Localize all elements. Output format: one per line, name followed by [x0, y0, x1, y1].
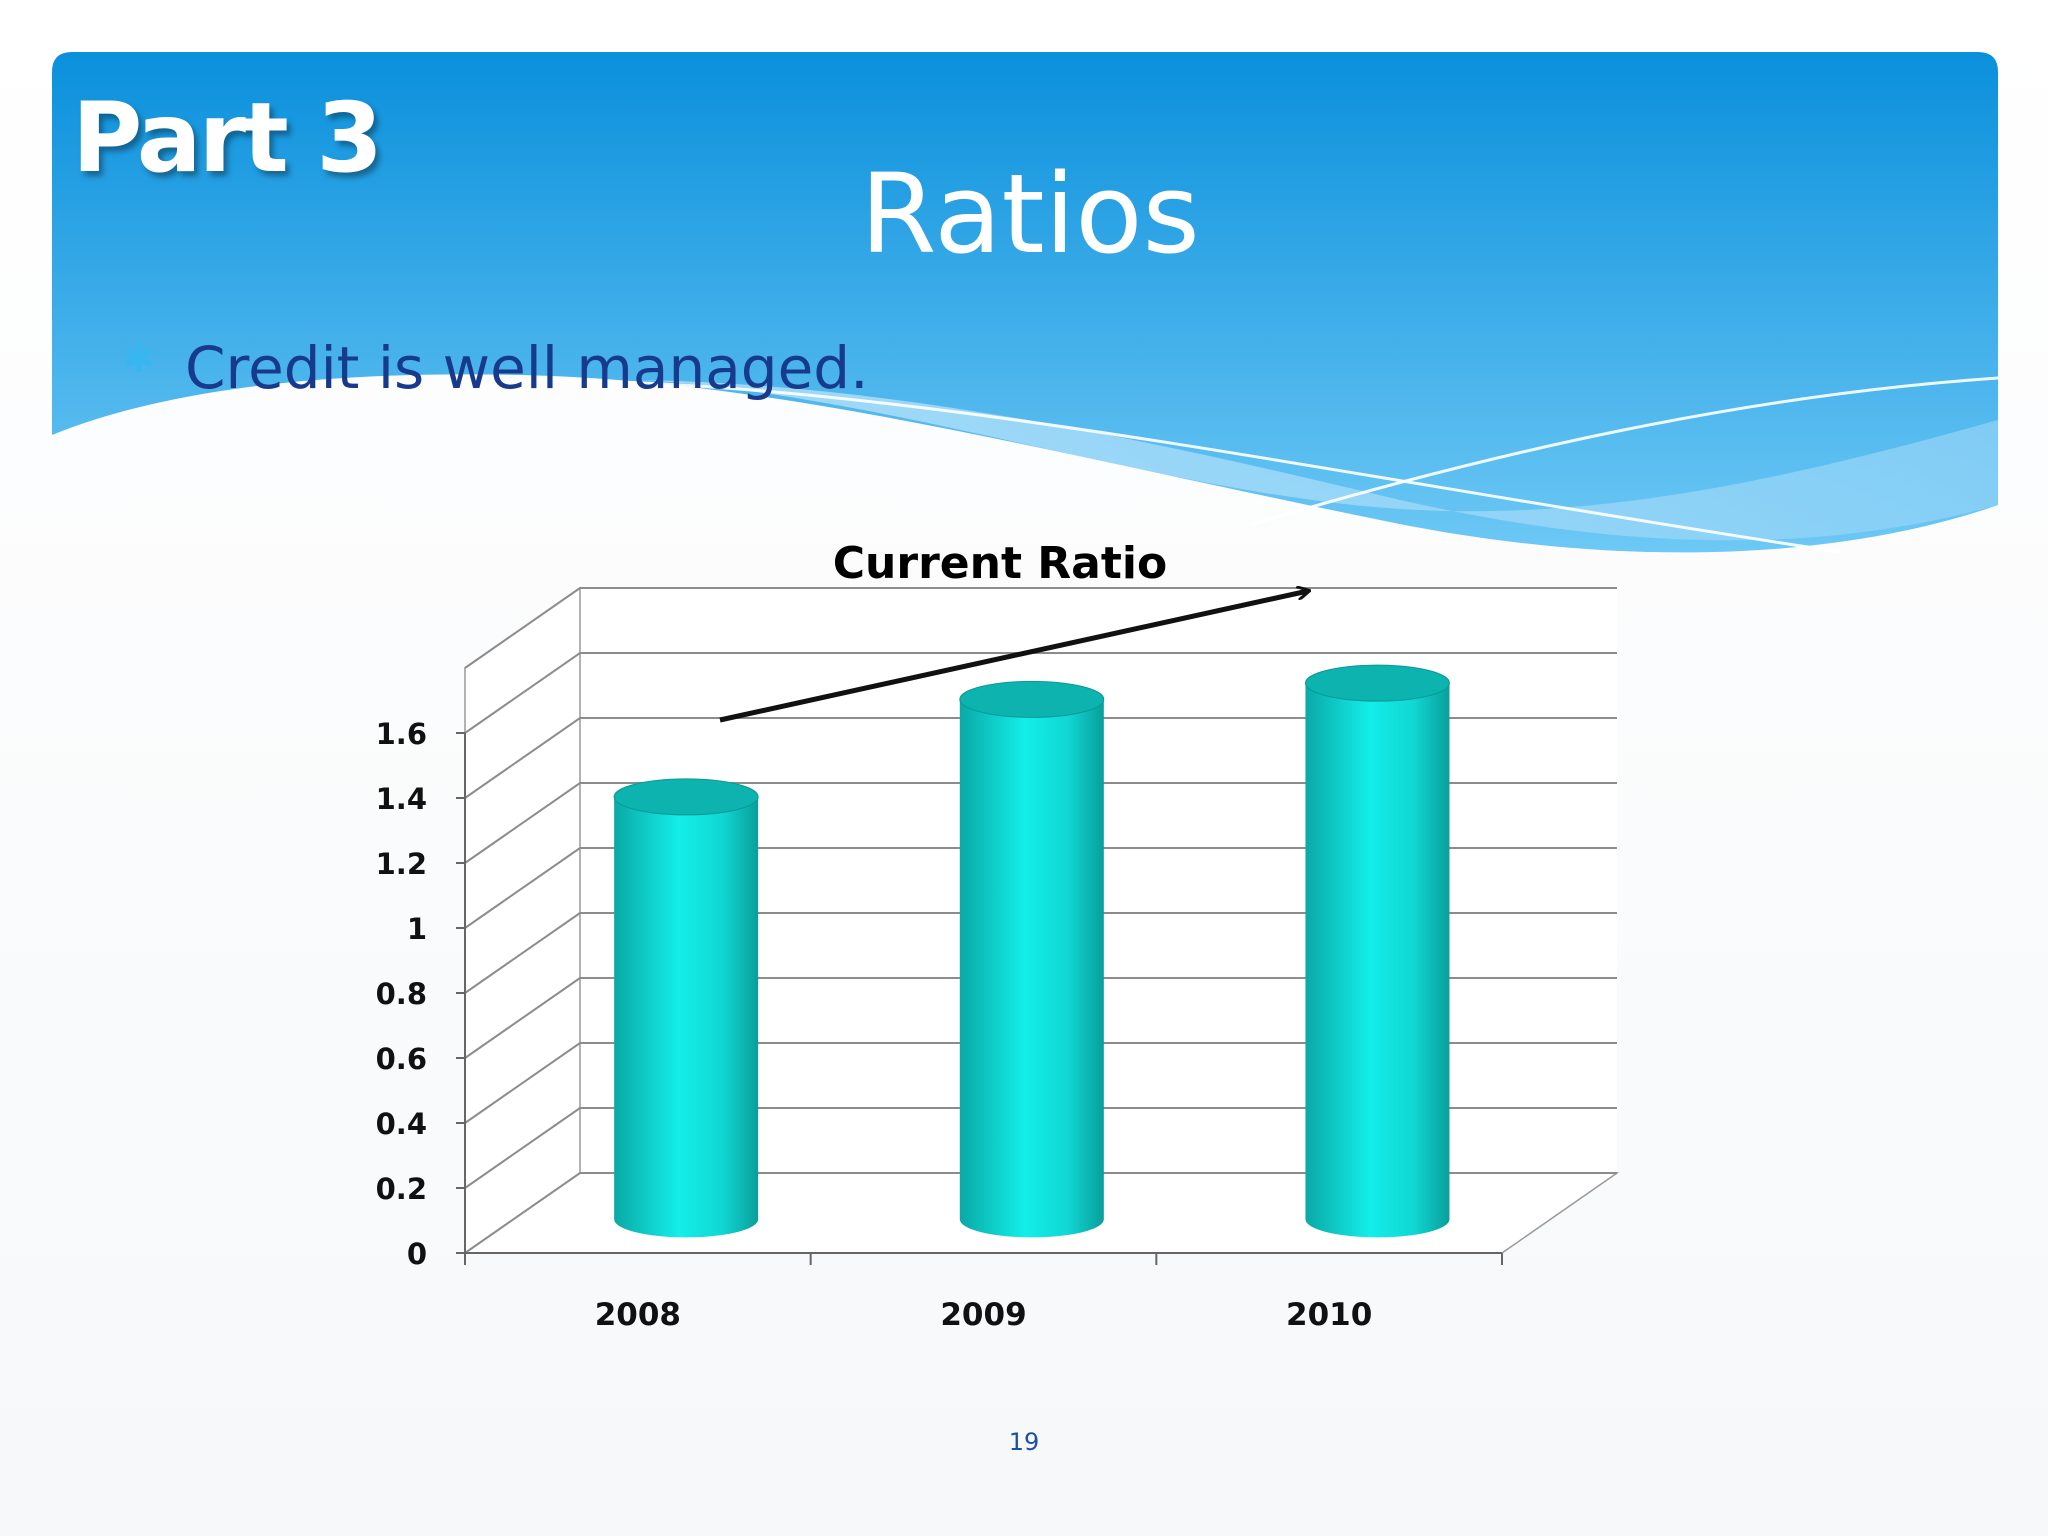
bar-body: [959, 699, 1104, 1238]
part-label: Part 3: [72, 82, 383, 194]
chart-gridlines: [464, 587, 1617, 1254]
bar-top: [613, 778, 759, 816]
side-wall: [464, 586, 581, 1255]
chart-bars: [613, 664, 1450, 1238]
bullet-text: Credit is well managed.: [185, 334, 869, 402]
page-number: 19: [1008, 1428, 1040, 1456]
y-tick-label: 0.6: [376, 1042, 427, 1076]
bullet-asterisk-icon: ✱: [122, 336, 156, 382]
gridline: [464, 912, 1617, 994]
x-category-label: 2008: [595, 1297, 681, 1333]
y-tick-label: 0.2: [376, 1172, 427, 1206]
bar-2010: [1304, 664, 1450, 1238]
y-tick-label: 1.6: [376, 717, 427, 751]
chart-labels: 0 0.2 0.4 0.6 0.8 1 1.2 1.4 1.6 2008 2009 2010: [376, 717, 1373, 1333]
gridline: [464, 782, 1617, 864]
x-category-label: 2009: [940, 1297, 1026, 1333]
gridline: [464, 977, 1617, 1059]
bar-top: [959, 680, 1105, 718]
gridline: [464, 1107, 1617, 1189]
gridline: [464, 717, 1617, 799]
bar-body: [1305, 683, 1450, 1238]
gridline: [464, 587, 1617, 669]
slide-title: Ratios: [860, 150, 1200, 278]
trend-arrow: [719, 591, 1308, 723]
y-tick-label: 1: [407, 912, 427, 946]
gridline: [464, 1172, 1617, 1254]
gridline: [464, 847, 1617, 929]
bar-2008: [613, 778, 759, 1238]
chart-axes: [456, 732, 1503, 1265]
bar-body: [614, 796, 759, 1238]
y-tick-label: 1.4: [376, 782, 427, 816]
bar-top: [1304, 664, 1450, 702]
x-category-label: 2010: [1286, 1297, 1372, 1333]
chart-title: Current Ratio: [832, 538, 1168, 589]
y-tick-label: 1.2: [376, 847, 427, 881]
y-tick-label: 0.4: [376, 1107, 427, 1141]
gridline: [464, 1042, 1617, 1124]
y-tick-label: 0.8: [376, 977, 427, 1011]
y-tick-label: 0: [407, 1237, 427, 1271]
bar-2009: [959, 680, 1105, 1238]
gridline: [464, 652, 1617, 734]
